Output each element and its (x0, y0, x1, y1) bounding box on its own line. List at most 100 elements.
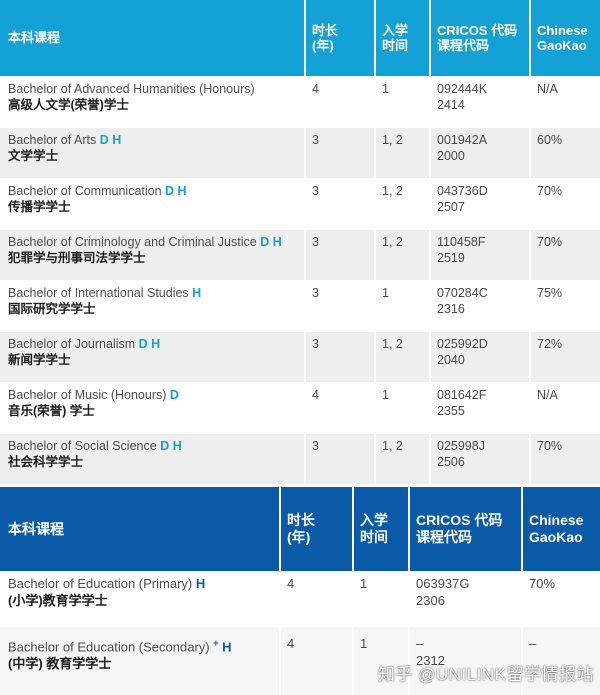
table-row: Bachelor of Criminology and Criminal Jus… (0, 228, 600, 280)
duration-cell: 3 (305, 228, 376, 280)
header-course: 本科课程 (0, 487, 281, 571)
cricos-code: 025998J (437, 438, 485, 453)
table-row: Bachelor of Advanced Humanities (Honours… (0, 75, 600, 127)
course-code: 2507 (437, 199, 465, 214)
cricos-code: 025992D (437, 336, 488, 351)
header-duration: 时长 (年) (280, 487, 354, 571)
course-name-en-text: Bachelor of Criminology and Criminal Jus… (8, 234, 257, 249)
table-row: Bachelor of International Studies H 国际研究学… (0, 279, 600, 331)
table-row: Bachelor of Journalism D H 新闻学学士 3 1, 2 0259… (0, 330, 600, 382)
course-flags: D (169, 387, 179, 402)
course-cell: Bachelor of International Studies H 国际研究学… (0, 279, 306, 331)
duration-cell: 3 (305, 177, 376, 229)
duration-value: 3 (312, 132, 319, 147)
course-cell: Bachelor of Advanced Humanities (Honours… (0, 75, 306, 127)
cricos-cell: 092444K 2414 (430, 75, 531, 127)
table-header-row: 本科课程 时长 (年) 入学 时间 CRICOS 代码 课程代码 Chinese Gao… (0, 487, 600, 571)
cricos-code: 043736D (437, 183, 488, 198)
header-intake: 入学 时间 (375, 0, 431, 76)
duration-value: 3 (312, 438, 319, 453)
duration-value: 4 (312, 81, 319, 96)
header-duration: 时长 (年) (305, 0, 376, 76)
duration-cell: 3 (305, 330, 376, 382)
cricos-cell: 070284C 2316 (430, 279, 531, 331)
duration-cell: 4 (280, 627, 354, 695)
intake-value: 1, 2 (382, 234, 403, 249)
duration-value: 4 (287, 576, 295, 591)
intake-cell: 1, 2 (375, 432, 431, 484)
table-row: Bachelor of Arts D H 文学学士 3 1, 2 001942A 2000… (0, 126, 600, 178)
cricos-cell: 025992D 2040 (430, 330, 531, 382)
watermark: 知乎 @UNILINK留学情报站 (377, 665, 594, 684)
table-row: Bachelor of Communication D H 传播学学士 3 1, 2 0… (0, 177, 600, 229)
course-name-cn: 国际研究学学士 (8, 301, 96, 316)
course-name-cn: 文学学士 (8, 148, 59, 163)
intake-cell: 1 (375, 75, 431, 127)
duration-cell: 4 (305, 75, 376, 127)
duration-cell: 3 (305, 126, 376, 178)
course-cell: Bachelor of Criminology and Criminal Jus… (0, 228, 306, 280)
course-name-cn: 犯罪学与刑事司法学学士 (8, 250, 146, 265)
duration-cell: 4 (280, 571, 354, 627)
table-row: Bachelor of Education (Primary) H (小学)教育学… (0, 571, 600, 627)
intake-value: 1 (382, 387, 389, 402)
intake-value: 1, 2 (382, 438, 403, 453)
intake-value: 1, 2 (382, 183, 403, 198)
gaokao-value: 75% (537, 285, 563, 300)
cricos-cell: – 2312 (409, 627, 523, 695)
course-cell: Bachelor of Arts D H 文学学士 (0, 126, 306, 178)
duration-cell: 4 (305, 381, 376, 433)
cricos-cell: 063937G 2306 (409, 571, 523, 627)
course-name-cn: 社会科学学士 (8, 454, 84, 469)
cricos-cell: 081642F 2355 (430, 381, 531, 433)
duration-cell: 3 (305, 432, 376, 484)
course-name-en: Bachelor of Communication D H (8, 183, 298, 199)
course-cell: Bachelor of Music (Honours) D 音乐(荣誉) 学士 (0, 381, 306, 433)
course-flags: H (222, 639, 232, 655)
intake-value: 1, 2 (382, 336, 403, 351)
cricos-code: 001942A (437, 132, 488, 147)
intake-value: 1 (360, 636, 368, 651)
course-code: 2506 (437, 454, 465, 469)
course-cell: Bachelor of Communication D H 传播学学士 (0, 177, 306, 229)
course-cell: Bachelor of Social Science D H 社会科学学士 (0, 432, 306, 484)
course-name-en: Bachelor of Journalism D H (8, 336, 298, 352)
duration-value: 3 (312, 285, 319, 300)
cricos-code: 063937G (416, 576, 470, 591)
course-name-en-text: Bachelor of Social Science (8, 438, 157, 453)
cricos-cell: 043736D 2507 (430, 177, 531, 229)
cricos-cell: 110458F 2519 (430, 228, 531, 280)
course-code: 2519 (437, 250, 465, 265)
course-code: 2306 (416, 593, 445, 608)
gaokao-cell: 60% (530, 126, 600, 178)
duration-value: 4 (312, 387, 319, 402)
course-name-cn: 传播学学士 (8, 199, 71, 214)
course-cell: Bachelor of Journalism D H 新闻学学士 (0, 330, 306, 382)
cricos-cell: 025998J 2506 (430, 432, 531, 484)
undergraduate-table-1: 本科课程 时长 (年) 入学 时间 CRICOS 代码 课程代码 Chinese Gao… (0, 0, 600, 484)
cricos-code: 070284C (437, 285, 488, 300)
course-flags: D H (160, 438, 182, 453)
course-name-en: Bachelor of Social Science D H (8, 438, 298, 454)
header-gaokao: Chinese GaoKao (522, 487, 600, 571)
intake-value: 1 (360, 576, 368, 591)
course-name-cn: (小学)教育学学士 (8, 593, 108, 608)
duration-value: 3 (312, 183, 319, 198)
gaokao-value: N/A (537, 387, 558, 402)
cricos-cell: 001942A 2000 (430, 126, 531, 178)
course-code: 2000 (437, 148, 465, 163)
gaokao-value: 70% (537, 183, 563, 198)
course-flags: H (192, 285, 202, 300)
gaokao-cell: N/A (530, 75, 600, 127)
course-name-en-text: Bachelor of International Studies (8, 285, 189, 300)
gaokao-value: 70% (537, 438, 563, 453)
header-cricos: CRICOS 代码 课程代码 (409, 487, 523, 571)
course-name-cn: 新闻学学士 (8, 352, 71, 367)
intake-value: 1, 2 (382, 132, 403, 147)
gaokao-cell: 72% (530, 330, 600, 382)
course-name-en-text: Bachelor of Advanced Humanities (Honours… (8, 81, 255, 96)
course-name-en: Bachelor of Arts D H (8, 132, 298, 148)
course-name-en: Bachelor of Advanced Humanities (Honours… (8, 81, 298, 97)
intake-cell: 1 (375, 381, 431, 433)
gaokao-value: 70% (537, 234, 563, 249)
